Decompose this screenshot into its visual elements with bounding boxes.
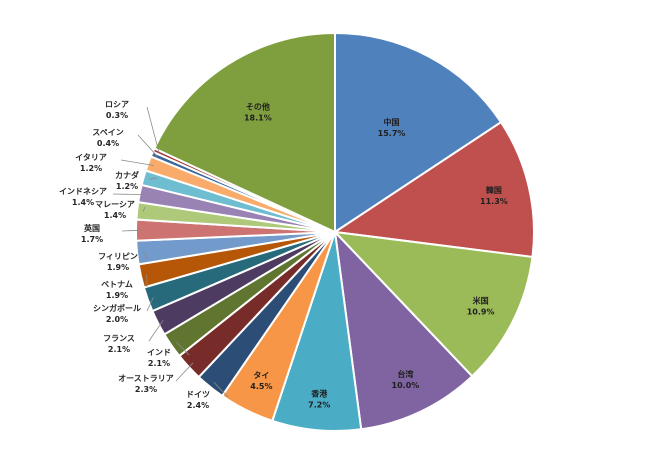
slice-value-label: 0.3% [106,111,128,120]
slice-label: オーストラリア [118,374,174,383]
leader-line [137,134,158,157]
slice-label: ベトナム [101,280,133,289]
slice-label: 台湾 [397,369,413,379]
pie-slices [135,31,535,432]
slice-value-label: 10.0% [392,381,420,390]
slice-value-label: 2.1% [108,345,130,354]
slice-value-label: 1.4% [72,198,94,207]
slice-label: 韓国 [486,185,502,195]
slice-value-label: 7.2% [308,400,330,409]
slice-label: 中国 [384,117,400,127]
slice-label: フランス [103,334,135,343]
slice-label: スペイン [92,128,123,137]
slice-label: マレーシア [95,200,135,209]
slice-value-label: 1.2% [116,182,138,191]
leader-line [142,206,146,212]
pie-slice [332,120,535,259]
slice-label: その他 [246,101,270,111]
slice-label: 香港 [310,388,328,398]
pie-slice [332,230,534,378]
slice-label: 英国 [83,223,100,233]
slice-label: ロシア [105,100,129,109]
leader-line [142,251,149,260]
slice-value-label: 1.9% [107,263,129,272]
pie-slice [153,31,336,234]
slice-label: シンガポール [93,303,141,313]
slice-label: タイ [253,370,269,380]
pie-labels: 中国 15.7% 韓国 11.3% 米国 10.9% 台湾 10.0% 香港 7.2% タイ 4.5%… [59,100,508,410]
leader-line [213,381,229,398]
slice-label: インドネシア [59,186,107,196]
slice-value-label: 2.1% [148,359,170,368]
pie-slice [333,229,474,431]
slice-value-label: 2.3% [135,385,157,394]
slice-value-label: 15.7% [378,129,406,138]
slice-value-label: 11.3% [480,197,508,206]
leader-line [148,319,164,342]
leader-line [176,341,190,356]
slice-value-label: 10.9% [467,308,495,317]
slice-label: 米国 [472,296,489,306]
slice-label: フィリピン [98,251,138,261]
leader-line [175,362,194,382]
slice-value-label: 2.0% [106,315,128,324]
leader-line [146,106,160,153]
slice-label: イタリア [75,152,107,162]
leader-line [149,177,158,180]
slice-label: ドイツ [186,390,210,399]
slice-label: インド [147,348,171,357]
pie-slice [334,31,503,234]
slice-value-label: 0.4% [97,139,119,148]
leader-line [121,229,142,232]
slice-label: カナダ [115,170,139,180]
leader-line [146,297,154,312]
slice-value-label: 1.9% [106,291,128,300]
leader-line [112,193,146,196]
slice-value-label: 1.4% [104,211,126,220]
slice-value-label: 1.2% [80,164,102,173]
slice-value-label: 1.7% [81,235,103,244]
slice-value-label: 4.5% [250,382,272,391]
slice-value-label: 2.4% [187,401,209,410]
slice-value-label: 18.1% [244,113,272,122]
leader-line [120,159,154,166]
